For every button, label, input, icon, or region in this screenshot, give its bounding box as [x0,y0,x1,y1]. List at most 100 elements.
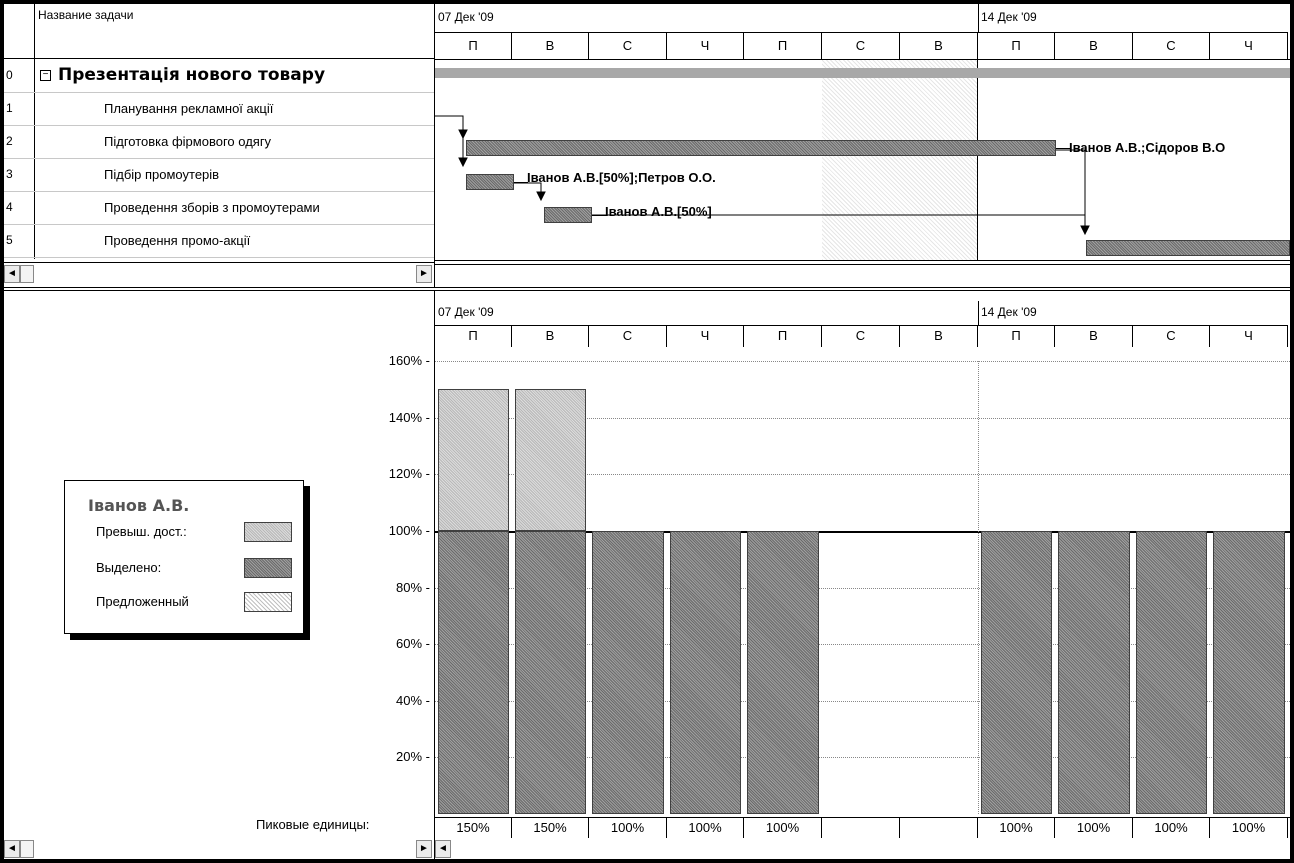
resource-graph-window: Название задачи 0 − Презентація нового тов… [4,4,1290,859]
gridline [435,587,1290,589]
y-tick-label: 140% - [388,409,430,425]
summary-bar[interactable] [435,68,1290,78]
day-label: П [435,32,512,60]
task-table: Название задачи 0 − Презентація нового тов… [4,4,434,289]
day-label: В [512,32,589,60]
scroll-left-icon[interactable]: ◄ [4,265,20,283]
legend-proposed-swatch [244,592,292,612]
scroll-left-icon[interactable]: ◄ [435,840,451,858]
scroll-left-icon[interactable]: ◄ [4,840,20,858]
task-name: Проведення зборів з промоутерами [104,200,320,215]
allocated-bar[interactable] [515,530,586,814]
task-bar-3[interactable] [466,174,514,190]
graph-scrollbar[interactable]: ◄ [435,838,1290,859]
day-label: С [1133,325,1210,347]
week-divider [978,4,979,32]
scroll-right-icon[interactable]: ► [416,840,432,858]
peak-value [822,818,900,838]
legend-scrollbar[interactable]: ◄ ► [4,838,434,859]
dependency-links [435,115,1090,236]
task-name: Проведення промо-акції [104,233,251,248]
task-row-0[interactable]: 0 − Презентація нового товару [4,60,434,93]
task-name: Підготовка фірмового одягу [104,134,272,149]
peak-value: 100% [1133,818,1210,838]
task-row-3[interactable]: 3 Підбір промоутерів [4,159,434,192]
weekend-shading [822,60,977,260]
gridline [435,757,1290,759]
scroll-thumb[interactable] [20,840,34,858]
task-bar-label-3: Іванов А.В.[50%];Петров О.О. [527,170,716,185]
gridline [435,417,1290,419]
peak-value: 100% [589,818,667,838]
peak-value: 100% [978,818,1055,838]
task-table-scrollbar[interactable]: ◄ ► [4,262,434,284]
peak-value: 150% [435,818,512,838]
day-label: Ч [667,32,744,60]
y-tick-label: 40% - [396,692,430,708]
y-tick-label: 100% - [388,522,430,538]
day-label: П [978,32,1055,60]
minus-box-icon[interactable]: − [40,70,51,81]
week-divider [978,301,979,325]
day-label: В [900,32,978,60]
day-label: С [822,325,900,347]
task-row-5[interactable]: 5 Проведення промо-акції [4,225,434,258]
task-id: 2 [6,134,13,148]
task-name: Планування рекламної акції [104,101,274,116]
allocated-bar[interactable] [981,530,1052,814]
legend-proposed-label: Предложенный [96,594,189,609]
scroll-right-icon[interactable]: ► [416,265,432,283]
allocated-bar[interactable] [592,530,664,814]
day-label: Ч [1210,325,1288,347]
week-label: 07 Дек '09 [438,305,494,319]
task-bar-5[interactable] [1086,240,1290,256]
task-id: 4 [6,200,13,214]
day-label: В [512,325,589,347]
day-label: С [822,32,900,60]
gridline [435,361,1290,362]
task-id: 3 [6,167,13,181]
allocated-bar[interactable] [1058,530,1130,814]
task-name: Підбір промоутерів [104,167,220,182]
gridline [435,474,1290,476]
allocated-bar[interactable] [438,530,509,814]
task-row-4[interactable]: 4 Проведення зборів з промоутерами [4,192,434,225]
task-id: 5 [6,233,13,247]
peak-value: 100% [1055,818,1133,838]
allocated-bar[interactable] [670,530,741,814]
week-label: 14 Дек '09 [981,305,1037,319]
peak-value: 100% [1210,818,1288,838]
day-label: Ч [1210,32,1288,60]
task-row-2[interactable]: 2 Підготовка фірмового одягу [4,126,434,159]
y-tick-label: 20% - [396,749,430,765]
allocated-bar[interactable] [1136,530,1207,814]
task-bar-2[interactable] [466,140,1056,156]
capacity-line [435,530,1290,533]
day-label: В [1055,32,1133,60]
legend-title: Іванов А.В. [88,496,190,515]
week-label: 14 Дек '09 [981,10,1037,24]
task-bar-4[interactable] [544,207,592,223]
legend: Іванов А.В. Превыш. дост.: Выделено: Пре… [64,480,310,640]
day-label: П [744,325,822,347]
allocated-bar[interactable] [747,530,819,814]
day-label: П [978,325,1055,347]
y-tick-label: 160% - [388,353,430,368]
y-tick-label: 60% - [396,636,430,652]
y-tick-label: 80% - [396,579,430,595]
allocated-bar[interactable] [1213,530,1285,814]
peak-value: 100% [667,818,744,838]
peak-value: 100% [744,818,822,838]
overallocated-bar[interactable] [515,389,586,531]
legend-allocated-label: Выделено: [96,560,162,575]
y-tick-label: 120% - [388,466,430,482]
peak-value [900,818,978,838]
task-row-1[interactable]: 1 Планування рекламної акції [4,93,434,126]
scroll-thumb[interactable] [20,265,34,283]
week-gridline [978,361,979,814]
overallocated-bar[interactable] [438,389,509,531]
task-name-column-header[interactable]: Название задачи [38,8,134,22]
legend-allocated-swatch [244,558,292,578]
